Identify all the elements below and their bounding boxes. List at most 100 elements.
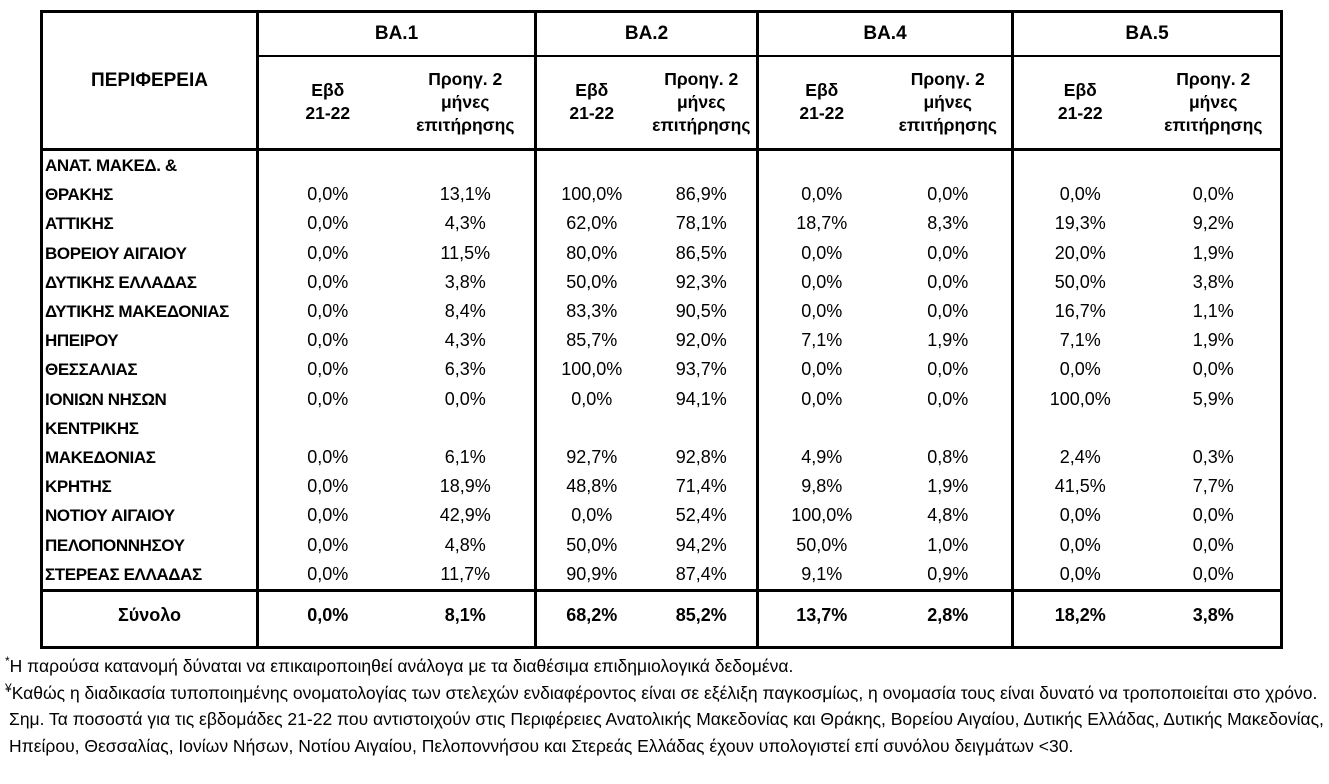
value-cell: 0,0% [256,559,397,591]
value-cell: 0,0% [1192,505,1234,526]
value-cell: 0,0% [256,326,397,356]
value-cell: 0,0% [1011,501,1147,531]
table-row: ΒΟΡΕΙΟΥ ΑΙΓΑΙΟΥ 0,0% 11,5% 80,0% 86,5% 0,0% 0,… [41,238,1282,268]
region-name: ΔΥΤΙΚΗΣ ΜΑΚΕΔΟΝΙΑΣ [41,297,259,327]
region-name: ΚΕΝΤΡΙΚΗΣ ΜΑΚΕΔΟΝΙΑΣ [41,413,259,473]
value-cell: 0,0% [756,267,885,298]
value-cell: 0,0% [256,297,397,327]
value-cell: 5,9% [1192,388,1234,409]
value-cell: 92,3% [675,271,727,292]
subheader-week-ba4: Εβδ 21-22 [756,55,885,151]
report-page: ΠΕΡΙΦΕΡΕΙΑ BA.1 BA.2 BA.4 BA.5 Εβδ 21-22… [0,10,1329,784]
table-row: ΣΤΕΡΕΑΣ ΕΛΛΑΔΑΣ 0,0% 11,7% 90,9% 87,4% 9,1% 0,… [41,559,1282,591]
value-cell: 50,0% [756,530,885,560]
value-cell: 0,0% [927,359,969,380]
value-cell: 0,0% [256,413,397,473]
value-cell: 13,1% [439,184,491,205]
subheader-week-ba5: Εβδ 21-22 [1011,55,1147,151]
value-cell: 42,9% [439,505,491,526]
total-value-cell: 68,2% [534,589,647,648]
total-value-cell: 18,2% [1011,589,1147,648]
value-cell: 0,0% [444,388,486,409]
value-cell: 16,7% [1011,297,1147,327]
value-cell: 0,0% [1011,355,1147,385]
value-cell: 19,3% [1011,209,1147,239]
total-value-cell: 2,8% [884,589,1013,648]
subheader-prev-ba5: Προηγ. 2 μήνες επιτήρησης [1146,55,1282,151]
total-row: Σύνολο 0,0% 8,1% 68,2% 85,2% 13,7% 2,8% … [41,589,1282,648]
value-cell: 50,0% [534,267,647,298]
value-cell: 18,7% [756,209,885,239]
region-name: ΣΤΕΡΕΑΣ ΕΛΛΑΔΑΣ [41,559,259,591]
group-header-ba5: BA.5 [1011,11,1282,57]
value-cell: 1,0% [927,534,969,555]
value-cell: 90,5% [675,301,727,322]
region-name: ΔΥΤΙΚΗΣ ΕΛΛΑΔΑΣ [41,267,259,298]
value-cell: 0,0% [756,149,885,210]
value-cell: 2,4% [1011,413,1147,473]
value-cell: 4,8% [927,505,969,526]
value-cell: 78,1% [675,213,727,234]
value-cell: 0,0% [1011,530,1147,560]
value-cell: 0,0% [256,384,397,414]
region-name: ΘΕΣΣΑΛΙΑΣ [41,355,259,385]
value-cell: 1,9% [1192,242,1234,263]
value-cell: 1,9% [927,330,969,351]
table-row: ΝΟΤΙΟΥ ΑΙΓΑΙΟΥ 0,0% 42,9% 0,0% 52,4% 100,0% 4,… [41,501,1282,531]
value-cell: 80,0% [534,238,647,268]
subheader-prev-ba4: Προηγ. 2 μήνες επιτήρησης [884,55,1013,151]
region-name: ΚΡΗΤΗΣ [41,472,259,502]
value-cell: 7,1% [1011,326,1147,356]
value-cell: 0,0% [256,238,397,268]
footnote-update-text: Η παρούσα κατανομή δύναται να επικαιροπο… [9,656,794,677]
variant-distribution-table: ΠΕΡΙΦΕΡΕΙΑ BA.1 BA.2 BA.4 BA.5 Εβδ 21-22… [40,10,1283,650]
group-header-ba1: BA.1 [256,11,536,57]
value-cell: 0,0% [756,297,885,327]
value-cell: 9,2% [1192,213,1234,234]
variant-group-header-row: ΠΕΡΙΦΕΡΕΙΑ BA.1 BA.2 BA.4 BA.5 [41,11,1282,151]
value-cell: 4,3% [444,330,486,351]
value-cell: 0,0% [256,209,397,239]
value-cell: 100,0% [534,149,647,210]
value-cell: 0,0% [1011,559,1147,591]
group-header-ba2: BA.2 [534,11,758,57]
value-cell: 0,0% [927,184,969,205]
value-cell: 1,9% [1192,330,1234,351]
value-cell: 0,0% [1192,184,1234,205]
table-row: ΑΤΤΙΚΗΣ 0,0% 4,3% 62,0% 78,1% 18,7% 8,3% 19,3% 9… [41,209,1282,239]
value-cell: 0,0% [1011,149,1147,210]
value-cell: 9,8% [756,472,885,502]
value-cell: 71,4% [675,476,727,497]
total-label: Σύνολο [41,589,259,648]
value-cell: 94,1% [675,388,727,409]
asterisk-marker: * [5,654,10,669]
region-name: ΙΟΝΙΩΝ ΝΗΣΩΝ [41,384,259,414]
value-cell: 1,9% [927,476,969,497]
total-value-cell: 3,8% [1146,589,1282,648]
value-cell: 0,0% [756,238,885,268]
subheader-week-ba2: Εβδ 21-22 [534,55,647,151]
value-cell: 0,0% [756,355,885,385]
value-cell: 0,0% [534,501,647,531]
value-cell: 93,7% [675,359,727,380]
value-cell: 8,3% [927,213,969,234]
region-name: ΒΟΡΕΙΟΥ ΑΙΓΑΙΟΥ [41,238,259,268]
table-row: ΚΡΗΤΗΣ 0,0% 18,9% 48,8% 71,4% 9,8% 1,9% 41,5% 7,… [41,472,1282,502]
group-header-ba4: BA.4 [756,11,1013,57]
region-name: ΑΝΑΤ. ΜΑΚΕΔ. & ΘΡΑΚΗΣ [41,149,259,210]
subheader-prev-ba2: Προηγ. 2 μήνες επιτήρησης [646,55,758,151]
footnote-nomenclature: ¥Καθώς η διαδικασία τυποποιημένης ονοματ… [5,680,1325,707]
subheader-prev-ba1: Προηγ. 2 μήνες επιτήρησης [396,55,536,151]
value-cell: 0,0% [927,301,969,322]
value-cell: 0,9% [927,563,969,584]
value-cell: 7,1% [756,326,885,356]
value-cell: 92,0% [675,330,727,351]
value-cell: 86,5% [675,242,727,263]
value-cell: 20,0% [1011,238,1147,268]
value-cell: 0,3% [1192,447,1234,468]
value-cell: 50,0% [1011,267,1147,298]
table-row: ΘΕΣΣΑΛΙΑΣ 0,0% 6,3% 100,0% 93,7% 0,0% 0,0% 0,0%… [41,355,1282,385]
value-cell: 4,8% [444,534,486,555]
value-cell: 94,2% [675,534,727,555]
total-value-cell: 85,2% [646,589,758,648]
